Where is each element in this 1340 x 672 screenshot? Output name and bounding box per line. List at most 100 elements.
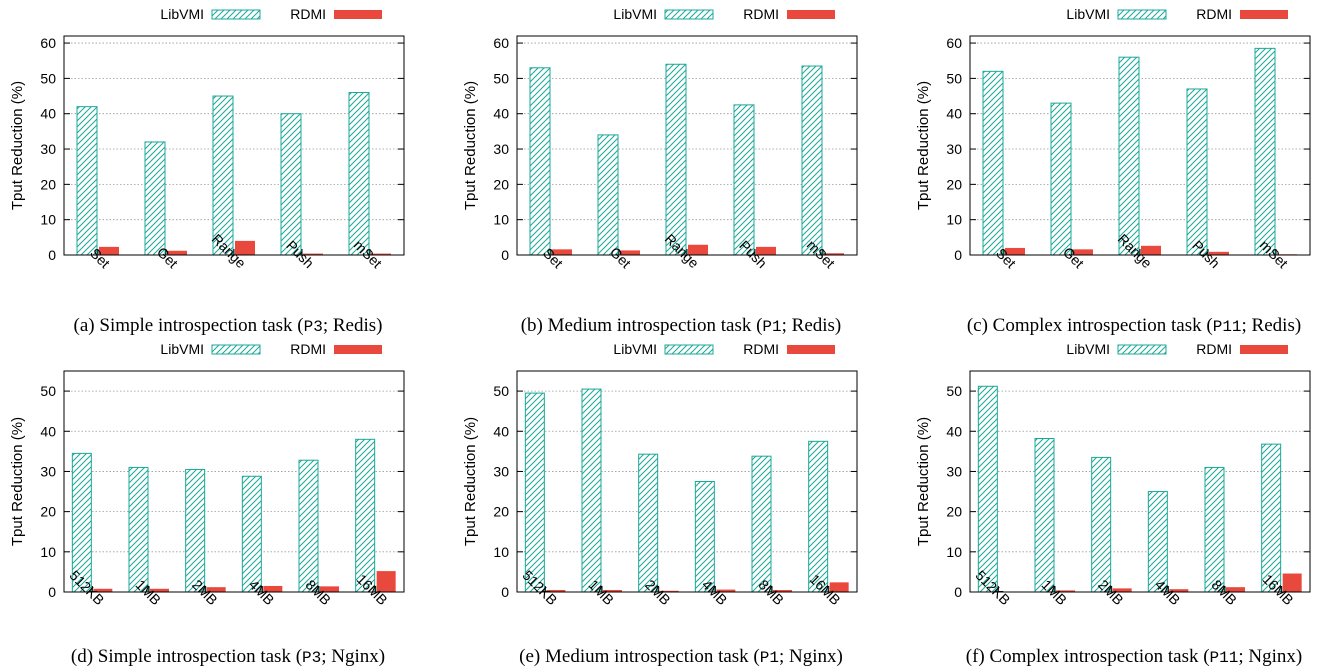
bar-rdmi — [235, 240, 255, 255]
y-tick-label: 10 — [493, 544, 509, 560]
y-tick-label: 10 — [493, 212, 509, 228]
legend-label-rdmi: RDMI — [1196, 341, 1232, 357]
y-tick-label: 30 — [493, 463, 509, 479]
bar-libvmi — [1118, 56, 1140, 256]
plot-frame — [969, 370, 1311, 593]
bar-libvmi — [1050, 102, 1072, 256]
legend: LibVMI RDMI — [160, 341, 382, 357]
y-tick-label: 60 — [946, 35, 962, 51]
y-tick-label: 0 — [501, 247, 509, 263]
bar-libvmi — [1254, 47, 1276, 256]
legend-label-libvmi: LibVMI — [160, 6, 204, 22]
legend-label-rdmi: RDMI — [1196, 6, 1232, 22]
y-tick-label: 20 — [40, 504, 56, 520]
bar-libvmi — [212, 95, 234, 256]
legend-label-rdmi: RDMI — [290, 341, 326, 357]
y-tick-label: 10 — [40, 212, 56, 228]
plot-frame — [516, 35, 858, 256]
y-tick-label: 30 — [493, 141, 509, 157]
legend: LibVMI RDMI — [160, 6, 382, 22]
legend-label-libvmi: LibVMI — [613, 6, 657, 22]
bar-libvmi — [597, 134, 619, 256]
y-axis-label: Tput Reduction (%) — [9, 81, 26, 210]
y-tick-label: 40 — [40, 423, 56, 439]
y-tick-label: 20 — [946, 176, 962, 192]
y-tick-label: 30 — [946, 463, 962, 479]
y-tick-label: 10 — [946, 544, 962, 560]
bar-rdmi — [99, 246, 119, 255]
plot-frame — [516, 370, 858, 593]
bar-libvmi — [241, 475, 262, 593]
bar-libvmi — [694, 481, 715, 593]
subfigure-caption: (e) Medium introspection task (P1; Nginx… — [519, 646, 843, 667]
y-tick-label: 50 — [40, 383, 56, 399]
bar-libvmi — [280, 113, 302, 256]
subfigure-caption: (a) Simple introspection task (P3; Redis… — [74, 315, 383, 336]
bar-rdmi — [376, 571, 396, 592]
caption-suffix: ; Redis) — [782, 315, 842, 336]
legend-label-libvmi: LibVMI — [160, 341, 204, 357]
bar-rdmi — [150, 588, 169, 592]
y-tick-label: 30 — [946, 141, 962, 157]
caption-code: P3 — [304, 318, 323, 336]
plot-frame — [63, 35, 405, 256]
y-tick-label: 40 — [493, 423, 509, 439]
legend-swatch-libvmi — [211, 9, 261, 20]
caption-prefix: (b) Medium introspection task ( — [521, 315, 763, 336]
y-tick-label: 60 — [493, 35, 509, 51]
bar-libvmi — [529, 67, 551, 256]
bar-rdmi — [1141, 245, 1161, 255]
bar-rdmi — [552, 249, 572, 255]
bar-rdmi — [1005, 247, 1025, 255]
caption-code: P11 — [1213, 318, 1242, 336]
bar-rdmi — [1169, 589, 1189, 592]
caption-suffix: ; Redis) — [323, 315, 383, 336]
legend-label-rdmi: RDMI — [290, 6, 326, 22]
bar-rdmi — [371, 253, 391, 255]
bar-rdmi — [829, 582, 849, 592]
bar-rdmi — [303, 253, 323, 255]
y-tick-label: 40 — [946, 106, 962, 122]
bar-rdmi — [773, 589, 792, 592]
bar-libvmi — [348, 92, 370, 256]
bar-libvmi — [581, 388, 602, 593]
legend-swatch-libvmi — [211, 344, 261, 355]
caption-suffix: ; Nginx) — [321, 646, 385, 667]
y-tick-label: 40 — [493, 106, 509, 122]
legend-swatch-libvmi — [664, 9, 714, 20]
legend-swatch-rdmi — [334, 345, 382, 354]
y-tick-label: 30 — [40, 141, 56, 157]
legend: LibVMI RDMI — [613, 341, 835, 357]
bar-rdmi — [1056, 590, 1075, 592]
bar-rdmi — [688, 244, 708, 255]
bar-libvmi — [355, 438, 376, 593]
y-tick-label: 0 — [501, 584, 509, 600]
caption-prefix: (e) Medium introspection task ( — [519, 646, 760, 667]
subfigure-caption: (f) Complex introspection task (P11; Ngi… — [966, 646, 1302, 667]
bar-libvmi — [665, 63, 687, 256]
y-tick-label: 0 — [48, 584, 56, 600]
bar-libvmi — [185, 468, 206, 593]
caption-prefix: (c) Complex introspection task ( — [967, 315, 1213, 336]
caption-code: P1 — [762, 318, 781, 336]
legend: LibVMI RDMI — [1066, 6, 1288, 22]
bar-rdmi — [620, 250, 640, 255]
bar-rdmi — [546, 589, 566, 592]
chart-panel-3: LibVMI RDMI 0 10 20 30 40 50 60 Tput Reduction (%… — [915, 6, 1311, 336]
y-axis-label: Tput Reduction (%) — [462, 417, 479, 546]
bar-rdmi — [263, 585, 283, 592]
bar-rdmi — [603, 589, 622, 592]
bar-libvmi — [977, 385, 998, 593]
caption-suffix: ; Redis) — [1242, 315, 1302, 336]
legend-swatch-rdmi — [1240, 10, 1288, 19]
bar-rdmi — [1073, 249, 1093, 255]
y-tick-label: 50 — [946, 70, 962, 86]
y-tick-label: 0 — [48, 247, 56, 263]
y-axis-label: Tput Reduction (%) — [462, 81, 479, 210]
bar-libvmi — [298, 459, 319, 593]
legend-swatch-rdmi — [787, 10, 835, 19]
bar-rdmi — [167, 250, 187, 255]
